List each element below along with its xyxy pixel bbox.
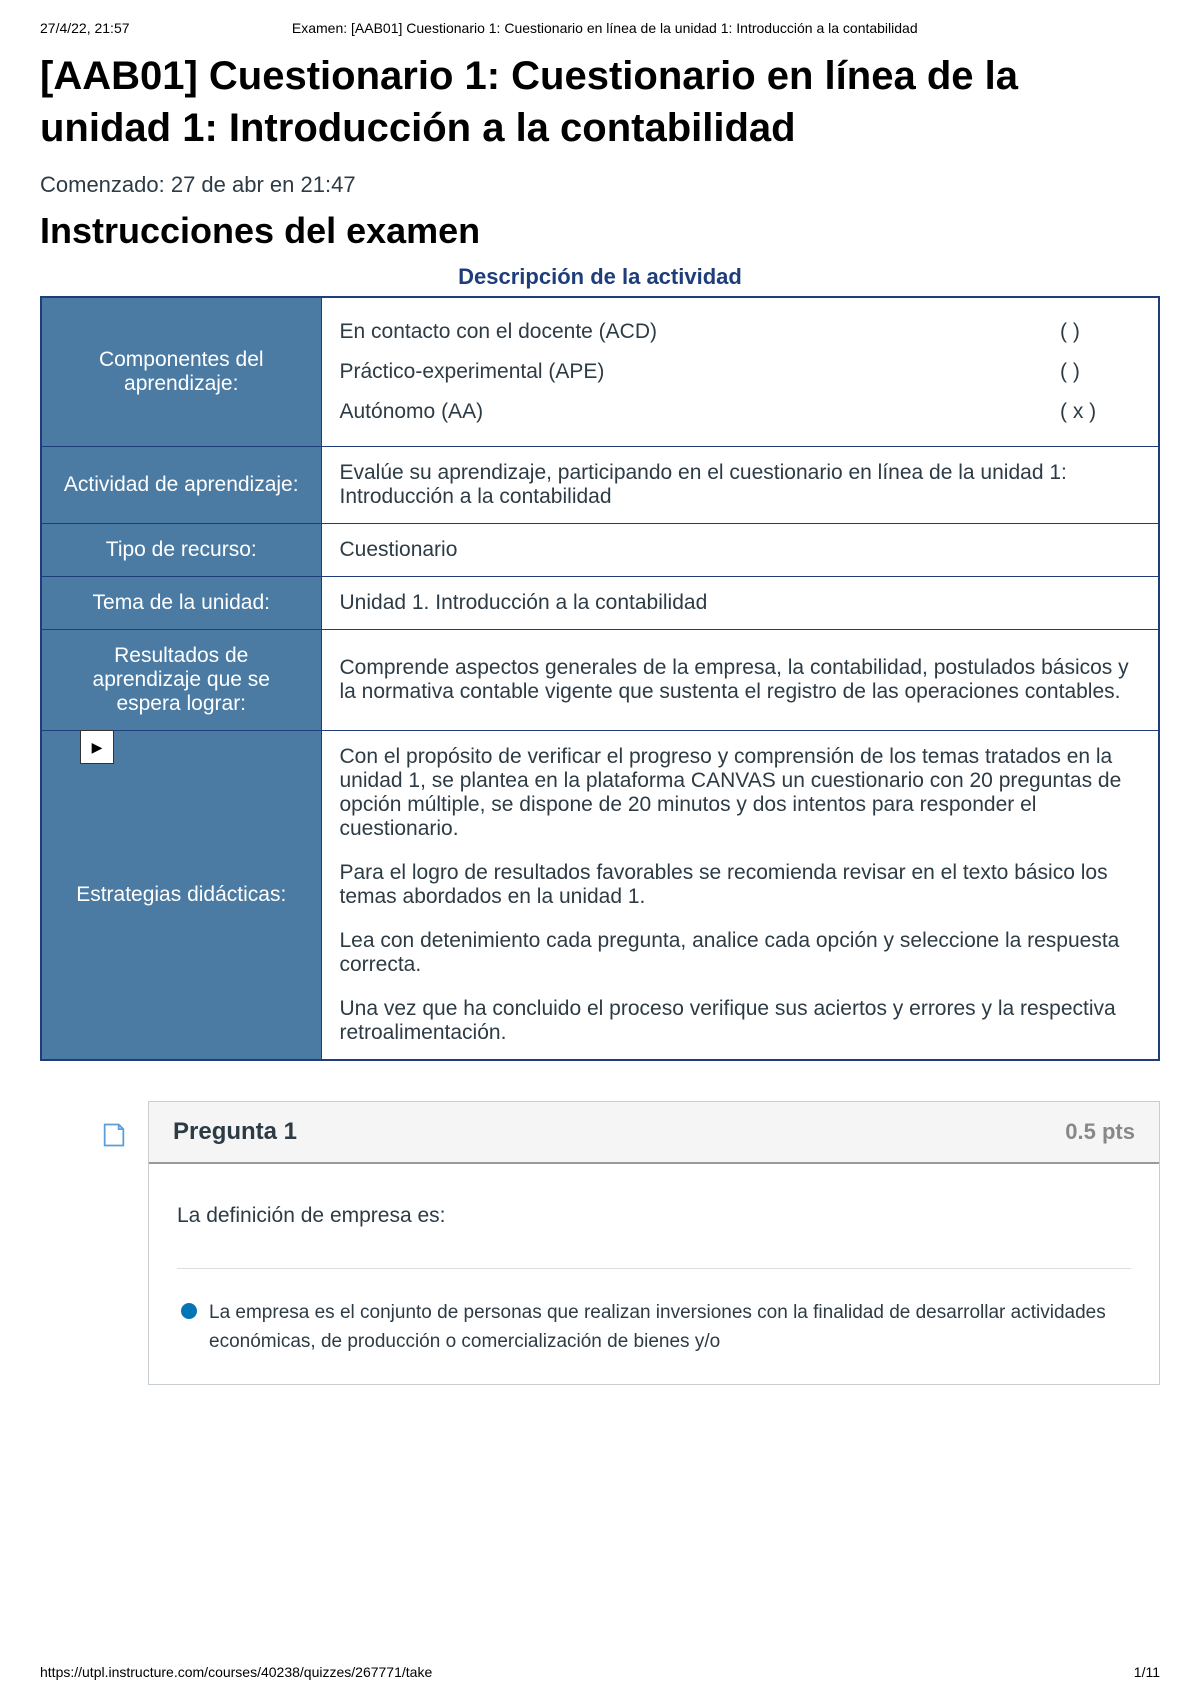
play-icon: ▶	[92, 739, 103, 756]
radio-selected-icon[interactable]	[181, 1303, 197, 1319]
table-row: Tipo de recurso: Cuestionario	[41, 524, 1159, 577]
component-row: Autónomo (AA) ( x )	[340, 392, 1141, 432]
question-stem: La definición de empresa es:	[177, 1204, 1131, 1228]
results-value: Comprende aspectos generales de la empre…	[321, 630, 1159, 731]
footer-page: 1/11	[1134, 1664, 1160, 1680]
question-points: 0.5 pts	[1065, 1119, 1135, 1145]
question-title: Pregunta 1	[173, 1118, 297, 1146]
results-label: Resultados de aprendizaje que se espera …	[41, 630, 321, 731]
components-label: Componentes del aprendizaje:	[41, 297, 321, 447]
strategies-label: Estrategias didácticas:	[41, 731, 321, 1061]
component-mark: ( x )	[1060, 400, 1140, 424]
table-row: Tema de la unidad: Unidad 1. Introducció…	[41, 577, 1159, 630]
page-title: [AAB01] Cuestionario 1: Cuestionario en …	[40, 50, 1160, 154]
started-text: Comenzado: 27 de abr en 21:47	[40, 172, 1160, 198]
strategies-p4: Una vez que ha concluido el proceso veri…	[340, 997, 1141, 1045]
component-name: Práctico-experimental (APE)	[340, 360, 1061, 384]
component-mark: ( )	[1060, 320, 1140, 344]
strategies-value: Con el propósito de verificar el progres…	[321, 731, 1159, 1061]
resource-value: Cuestionario	[321, 524, 1159, 577]
answer-text: La empresa es el conjunto de personas qu…	[209, 1299, 1127, 1356]
table-row: Componentes del aprendizaje: En contacto…	[41, 297, 1159, 447]
print-footer: https://utpl.instructure.com/courses/402…	[40, 1664, 1160, 1698]
activity-table: Componentes del aprendizaje: En contacto…	[40, 296, 1160, 1061]
component-row: En contacto con el docente (ACD) ( )	[340, 312, 1141, 352]
table-row: Actividad de aprendizaje: Evalúe su apre…	[41, 447, 1159, 524]
theme-label: Tema de la unidad:	[41, 577, 321, 630]
table-row: Estrategias didácticas: Con el propósito…	[41, 731, 1159, 1061]
footer-url: https://utpl.instructure.com/courses/402…	[40, 1664, 432, 1680]
answer-option[interactable]: La empresa es el conjunto de personas qu…	[177, 1299, 1131, 1356]
print-datetime: 27/4/22, 21:57	[40, 20, 130, 36]
description-heading: Descripción de la actividad	[40, 264, 1160, 290]
question-body: La definición de empresa es: La empresa …	[149, 1164, 1159, 1384]
instructions-heading: Instrucciones del examen	[40, 210, 1160, 252]
question-status-icon	[100, 1121, 128, 1149]
strategies-p1: Con el propósito de verificar el progres…	[340, 745, 1141, 841]
activity-label: Actividad de aprendizaje:	[41, 447, 321, 524]
question-card: Pregunta 1 0.5 pts La definición de empr…	[148, 1101, 1160, 1385]
question-header: Pregunta 1 0.5 pts	[149, 1102, 1159, 1164]
answer-divider	[177, 1268, 1131, 1269]
print-header: 27/4/22, 21:57 Examen: [AAB01] Cuestiona…	[40, 20, 1160, 36]
side-expand-button[interactable]: ▶	[80, 730, 114, 764]
question-block: Pregunta 1 0.5 pts La definición de empr…	[100, 1101, 1160, 1385]
strategies-p3: Lea con detenimiento cada pregunta, anal…	[340, 929, 1141, 977]
theme-value: Unidad 1. Introducción a la contabilidad	[321, 577, 1159, 630]
resource-label: Tipo de recurso:	[41, 524, 321, 577]
activity-value: Evalúe su aprendizaje, participando en e…	[321, 447, 1159, 524]
table-row: Resultados de aprendizaje que se espera …	[41, 630, 1159, 731]
print-title: Examen: [AAB01] Cuestionario 1: Cuestion…	[130, 20, 1080, 36]
component-name: Autónomo (AA)	[340, 400, 1061, 424]
component-row: Práctico-experimental (APE) ( )	[340, 352, 1141, 392]
component-name: En contacto con el docente (ACD)	[340, 320, 1061, 344]
components-value: En contacto con el docente (ACD) ( ) Prá…	[321, 297, 1159, 447]
component-mark: ( )	[1060, 360, 1140, 384]
strategies-p2: Para el logro de resultados favorables s…	[340, 861, 1141, 909]
